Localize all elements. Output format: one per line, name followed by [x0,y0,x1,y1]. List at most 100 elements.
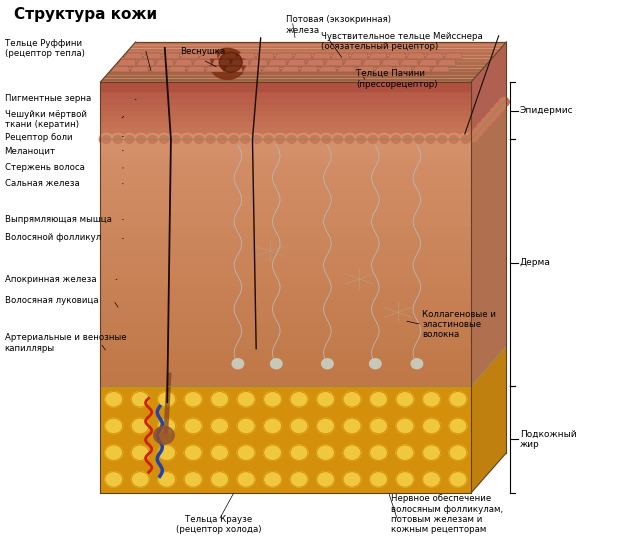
Circle shape [211,445,229,460]
Circle shape [237,392,255,407]
Circle shape [317,418,334,434]
Polygon shape [100,128,471,134]
Circle shape [210,49,245,79]
Polygon shape [268,60,286,65]
Polygon shape [306,60,324,65]
Polygon shape [218,53,236,59]
Circle shape [473,127,483,136]
Circle shape [237,472,255,487]
Circle shape [180,133,195,146]
Text: Структура кожи: Структура кожи [14,7,157,22]
Circle shape [322,359,333,369]
Polygon shape [100,349,471,361]
Text: Тельца Краузе
(рецептор холода): Тельца Краузе (рецептор холода) [176,515,261,535]
Polygon shape [100,300,471,312]
Polygon shape [127,49,501,52]
Polygon shape [293,53,312,59]
Polygon shape [100,312,471,324]
Circle shape [158,445,176,460]
Circle shape [422,418,440,434]
Circle shape [284,133,299,146]
Circle shape [153,426,174,444]
Circle shape [204,133,218,146]
Polygon shape [437,60,456,65]
Polygon shape [350,53,369,59]
Circle shape [486,113,496,122]
Circle shape [343,418,361,434]
Circle shape [424,133,438,146]
Circle shape [449,445,467,460]
Polygon shape [100,287,471,300]
Circle shape [184,445,202,460]
Circle shape [354,133,368,146]
Circle shape [184,418,202,434]
Text: Нервное обеспечение
волосяным фолликулам,
потовым железам и
кожным рецепторам: Нервное обеспечение волосяным фолликулам… [392,494,503,535]
Polygon shape [419,60,437,65]
Circle shape [310,136,319,143]
Polygon shape [124,52,498,55]
Polygon shape [115,62,489,65]
Circle shape [317,472,334,487]
Circle shape [270,359,282,369]
Circle shape [396,418,414,434]
Polygon shape [343,60,362,65]
Polygon shape [100,201,471,213]
Circle shape [273,133,287,146]
Circle shape [219,52,242,72]
Text: Волосяная луковица: Волосяная луковица [4,296,98,305]
Circle shape [449,136,458,143]
Text: Апокринная железа: Апокринная железа [4,275,96,283]
Circle shape [331,133,345,146]
Polygon shape [431,66,449,72]
Polygon shape [374,66,393,72]
Polygon shape [100,361,471,374]
Circle shape [482,118,492,126]
Polygon shape [111,66,130,72]
Circle shape [343,392,361,407]
Circle shape [131,445,149,460]
Circle shape [396,472,414,487]
Circle shape [211,418,229,434]
Polygon shape [100,88,471,93]
Text: Дерма: Дерма [520,258,551,267]
Circle shape [468,132,478,141]
Circle shape [158,392,176,407]
Polygon shape [100,117,471,122]
Text: Коллагеновые и
эластиновые
волокна: Коллагеновые и эластиновые волокна [422,310,496,339]
Polygon shape [100,140,471,152]
Polygon shape [281,66,299,72]
Circle shape [415,136,424,143]
Polygon shape [100,99,471,105]
Circle shape [422,392,440,407]
Polygon shape [100,105,471,110]
Polygon shape [100,336,471,349]
Circle shape [299,136,308,143]
Polygon shape [100,213,471,225]
Circle shape [211,472,229,487]
Circle shape [317,392,334,407]
Circle shape [146,133,160,146]
Polygon shape [287,60,306,65]
Circle shape [370,418,388,434]
Circle shape [422,445,440,460]
Polygon shape [331,53,349,59]
Polygon shape [406,53,424,59]
Polygon shape [356,66,374,72]
Text: Артериальные и венозные
капилляры: Артериальные и венозные капилляры [4,333,126,353]
Circle shape [290,472,308,487]
Circle shape [264,472,282,487]
Polygon shape [100,176,471,189]
Text: Пигментные зерна: Пигментные зерна [4,94,91,103]
Polygon shape [133,42,507,45]
Circle shape [169,133,183,146]
Circle shape [195,136,204,143]
Circle shape [343,472,361,487]
Circle shape [211,392,229,407]
Circle shape [447,133,461,146]
Circle shape [148,136,157,143]
Circle shape [100,133,113,146]
Polygon shape [412,66,431,72]
Text: Рецептор боли: Рецептор боли [4,133,72,142]
Polygon shape [471,99,507,386]
Circle shape [131,472,149,487]
